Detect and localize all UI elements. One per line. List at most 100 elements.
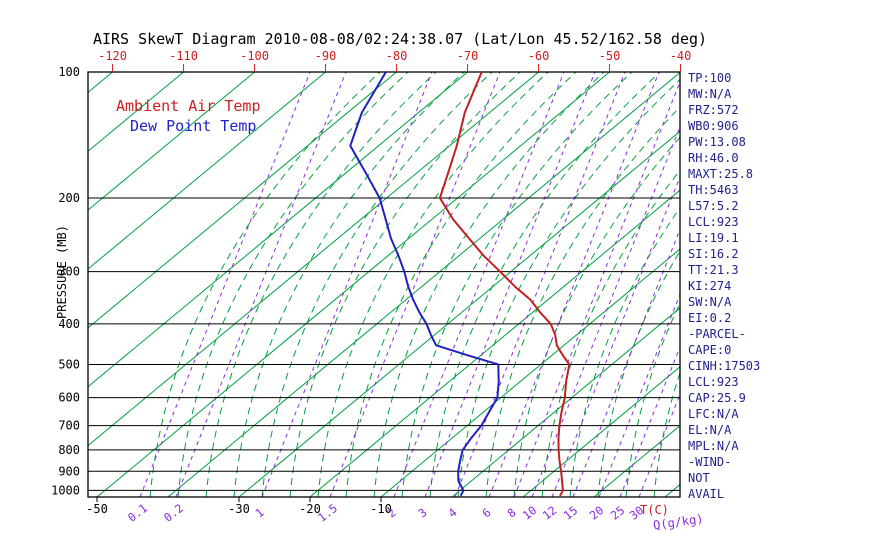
isotherm-line [522, 366, 680, 497]
moist-adiabat-line [541, 169, 680, 497]
isotherm-line [96, 72, 610, 497]
stats-line: LCL:923 [688, 375, 739, 389]
q-tick-label: 0.2 [161, 501, 186, 525]
moist-adiabat-line [653, 371, 680, 497]
mixing-ratio-line [531, 125, 680, 497]
stats-line: MW:N/A [688, 87, 732, 101]
temp-bottom-tick-label: -10 [370, 502, 392, 516]
pressure-tick-label: 300 [58, 265, 80, 279]
moist-adiabat-line [569, 207, 680, 497]
top-temp-tick-label: -100 [240, 49, 269, 63]
q-tick-label: 12 [540, 503, 560, 523]
q-tick-label: 2 [384, 505, 398, 520]
top-temp-tick-label: -90 [315, 49, 337, 63]
stats-line: LCL:923 [688, 215, 739, 229]
stats-line: -PARCEL- [688, 327, 746, 341]
top-temp-tick-label: -80 [386, 49, 408, 63]
temp-axis-unit-label: T(C) [640, 503, 669, 517]
stats-line: EL:N/A [688, 423, 732, 437]
mixing-ratio-line [393, 72, 565, 497]
temp-bottom-tick-label: -50 [86, 502, 108, 516]
moist-adiabat-line [625, 302, 680, 497]
stats-line: TP:100 [688, 71, 732, 85]
isotherm-line [380, 248, 680, 497]
pressure-tick-label: 1000 [51, 483, 80, 497]
moist-adiabat-line [373, 72, 605, 497]
isotherm-line [309, 189, 680, 497]
stats-line: RH:46.0 [688, 151, 739, 165]
ambient-temp-curve [438, 72, 571, 497]
stats-line: AVAIL [688, 487, 725, 501]
legend-ambient-air-temp: Ambient Air Temp [116, 97, 261, 115]
mixing-ratio-line [261, 72, 433, 497]
moist-adiabat-line [457, 78, 680, 497]
mixing-ratio-line [139, 72, 311, 497]
stats-line: LI:19.1 [688, 231, 739, 245]
stats-line: PW:13.08 [688, 135, 746, 149]
isotherm-line [167, 72, 680, 497]
stats-line: CAP:25.9 [688, 391, 746, 405]
stats-line: TH:5463 [688, 183, 739, 197]
isotherm-line [88, 72, 397, 329]
pressure-tick-label: 600 [58, 391, 80, 405]
legend-dew-point-temp: Dew Point Temp [130, 117, 257, 135]
moist-adiabat-line [345, 72, 577, 497]
isotherm-line [88, 72, 539, 447]
top-temp-tick-label: -40 [670, 49, 692, 63]
pressure-tick-label: 200 [58, 191, 80, 205]
q-tick-label: 30 [627, 503, 647, 523]
sounding-stats-panel: TP:100 MW:N/A FRZ:572 WB0:906 PW:13.08 RH:46.… [688, 70, 760, 502]
pressure-tick-label: 500 [58, 357, 80, 371]
mixing-ratio-line [175, 72, 347, 497]
chart-title: AIRS SkewT Diagram 2010-08-08/02:24:38.0… [92, 30, 708, 48]
stats-line: MPL:N/A [688, 439, 739, 453]
stats-line: TT:21.3 [688, 263, 739, 277]
isotherm-line [88, 72, 326, 270]
temp-bottom-tick-label: -20 [299, 502, 321, 516]
stats-line: KI:274 [688, 279, 732, 293]
dew-point-curve [349, 72, 500, 497]
top-temp-tick-label: -120 [98, 49, 127, 63]
stats-line: NOT [688, 471, 710, 485]
mixing-ratio-line [513, 80, 680, 497]
moist-adiabat-line [485, 106, 680, 497]
grid-layer [88, 72, 680, 497]
mixing-ratio-line [488, 72, 660, 497]
mixing-ratio-line [424, 72, 596, 497]
isotherm-line [238, 130, 680, 497]
moist-adiabat-line [205, 72, 437, 497]
stats-line: CAPE:0 [688, 343, 732, 357]
stats-line: WB0:906 [688, 119, 739, 133]
stats-line: LFC:N/A [688, 407, 739, 421]
q-tick-label: 4 [445, 505, 459, 520]
q-tick-label: 25 [608, 503, 628, 523]
moist-adiabat-line [401, 72, 633, 497]
isotherm-line [88, 72, 255, 211]
stats-line: EI:0.2 [688, 311, 732, 325]
q-tick-label: 20 [587, 503, 607, 523]
q-tick-label: 8 [504, 505, 518, 520]
q-tick-label: 15 [561, 503, 581, 523]
q-tick-label: 6 [479, 505, 493, 520]
q-tick-label: 0.1 [125, 501, 150, 525]
moist-adiabat-line [261, 72, 493, 497]
moist-adiabat-line [429, 72, 661, 497]
top-temp-tick-label: -70 [457, 49, 479, 63]
q-tick-label: 10 [520, 503, 540, 523]
moist-adiabat-line [149, 72, 381, 497]
top-temp-tick-label: -50 [599, 49, 621, 63]
moist-adiabat-line [233, 72, 465, 497]
pressure-tick-label: 900 [58, 464, 80, 478]
plot-frame [87, 71, 681, 498]
stats-line: SI:16.2 [688, 247, 739, 261]
temp-bottom-tick-label: -30 [228, 502, 250, 516]
top-temp-tick-label: -60 [528, 49, 550, 63]
moist-adiabat-line [597, 250, 680, 497]
stats-line: FRZ:572 [688, 103, 739, 117]
pressure-axis-label: PRESSURE (MB) [55, 225, 69, 319]
stats-line: SW:N/A [688, 295, 732, 309]
stats-line: L57:5.2 [688, 199, 739, 213]
pressure-tick-label: 800 [58, 443, 80, 457]
